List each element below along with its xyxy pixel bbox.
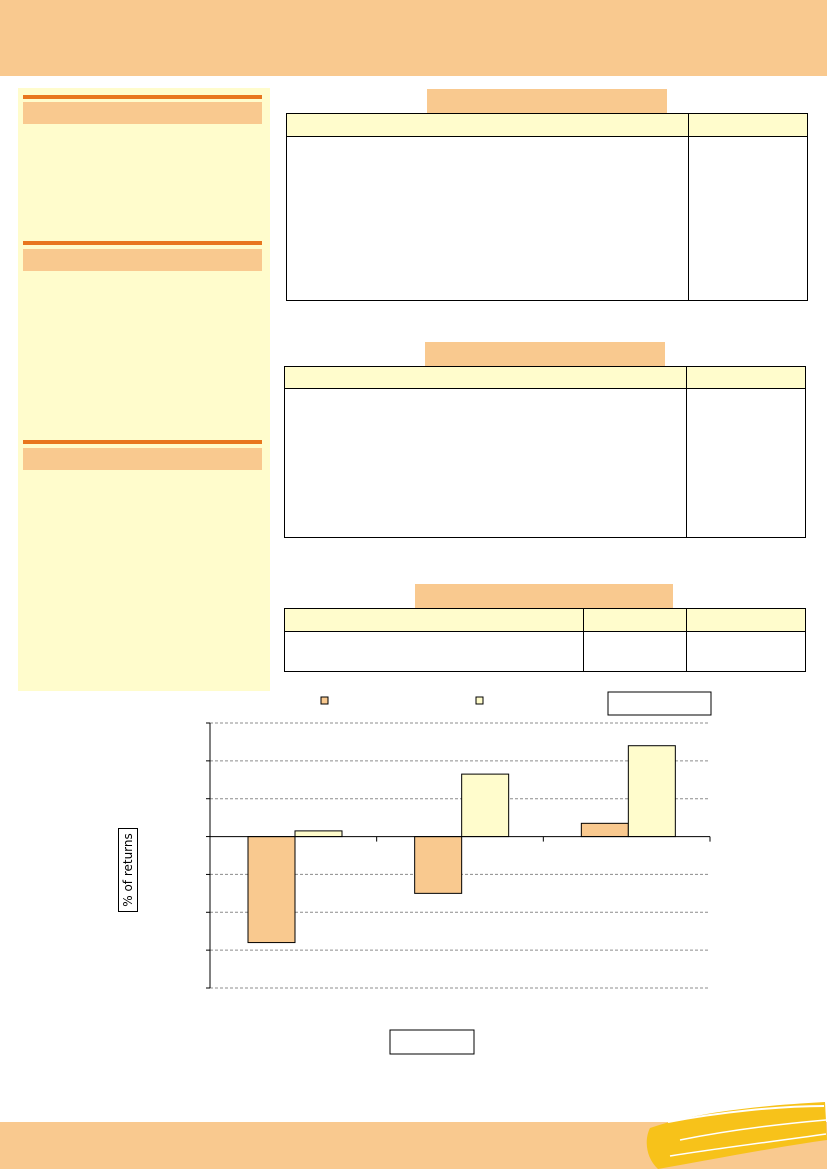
table-3-header-row xyxy=(284,608,806,632)
y-axis-label-box: % of returns xyxy=(118,828,138,912)
sidebar-rule-2 xyxy=(23,241,262,245)
bar-series-1 xyxy=(580,822,629,838)
sidebar-heading-2 xyxy=(23,249,262,271)
brush-stroke-logo xyxy=(646,1102,827,1169)
returns-bar-chart xyxy=(206,691,712,1055)
sidebar-rule-3 xyxy=(23,440,262,444)
sidebar-heading-3 xyxy=(23,448,262,470)
sidebar-rule-1 xyxy=(23,95,262,99)
y-axis-label: % of returns xyxy=(121,833,135,907)
legend-box xyxy=(607,691,712,716)
header-band xyxy=(0,0,827,76)
legend-swatch-series-1 xyxy=(320,696,329,705)
table-1-header-row xyxy=(286,113,808,137)
bar-series-1 xyxy=(247,836,296,944)
legend-swatch-series-2 xyxy=(475,696,484,705)
table-1-column-divider xyxy=(688,113,689,301)
table-3-column-divider-1 xyxy=(583,608,584,672)
sidebar-heading-1 xyxy=(23,102,262,124)
table-2 xyxy=(284,366,806,538)
table-2-column-divider xyxy=(686,366,687,538)
bar-series-2 xyxy=(461,773,510,838)
table-2-title xyxy=(425,342,665,366)
table-3-title xyxy=(415,584,673,608)
bar-series-2 xyxy=(627,745,676,838)
table-1-title xyxy=(427,89,667,113)
bar-series-1 xyxy=(414,836,463,894)
bar-series-2 xyxy=(294,830,343,838)
table-1 xyxy=(286,113,808,301)
sidebar-panel xyxy=(18,88,270,691)
x-axis-label-box xyxy=(389,1029,475,1055)
table-2-header-row xyxy=(284,366,806,389)
table-3-column-divider-2 xyxy=(686,608,687,672)
